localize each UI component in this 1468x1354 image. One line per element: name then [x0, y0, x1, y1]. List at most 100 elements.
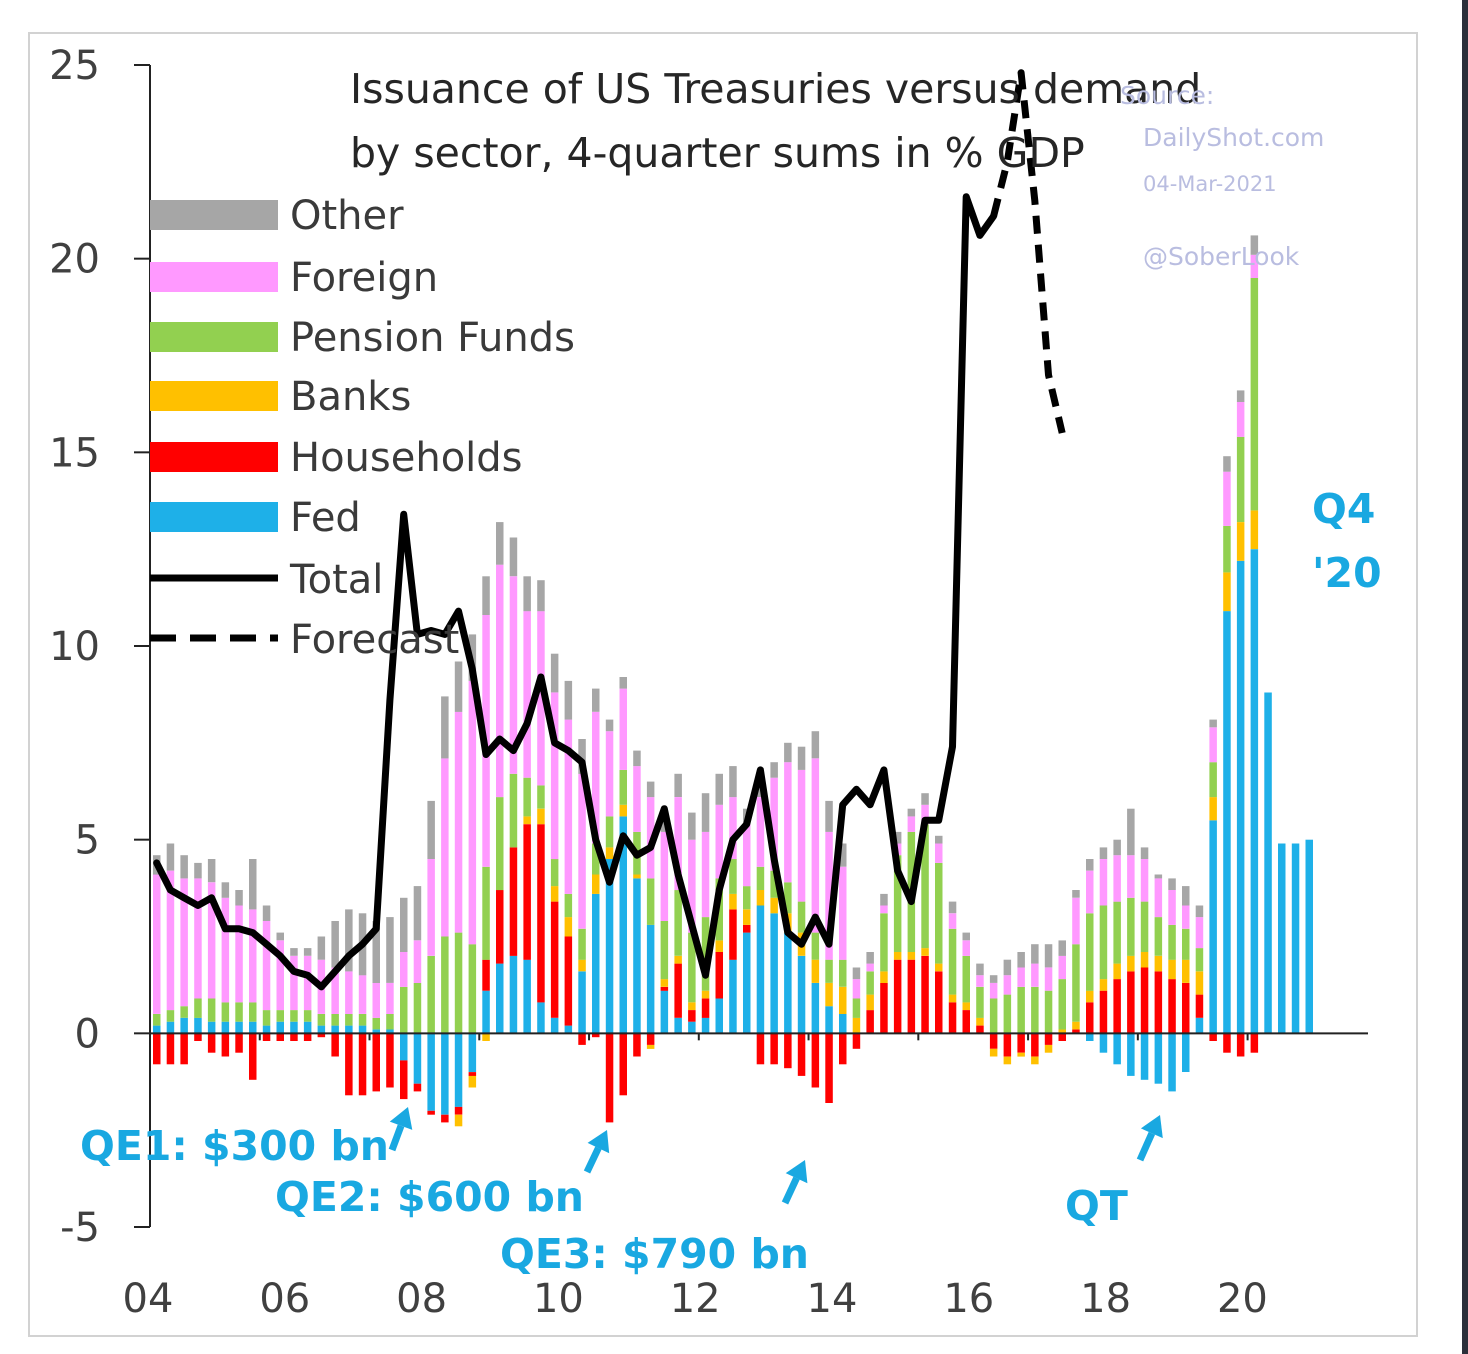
bar-other-29: [550, 653, 559, 693]
legend-label-pension-funds: Pension Funds: [290, 315, 575, 361]
bar-banks-58: [948, 994, 957, 1003]
bar-banks-62: [1003, 1056, 1012, 1065]
bar-banks-51: [852, 1017, 861, 1034]
bar-pension-funds-72: [1140, 901, 1149, 952]
bar-households-23: [468, 1072, 477, 1076]
bar-foreign-9: [276, 940, 284, 1011]
bar-fed-31: [578, 971, 586, 1034]
bar-pension-funds-30: [564, 893, 573, 918]
bar-households-3: [194, 1033, 202, 1041]
bar-foreign-44: [756, 797, 765, 867]
bar-foreign-61: [989, 983, 998, 999]
bar-foreign-32: [592, 711, 600, 844]
bar-fed-42: [729, 959, 737, 1034]
bar-households-66: [1058, 1033, 1066, 1041]
bar-pension-funds-57: [935, 862, 943, 964]
bar-pension-funds-38: [674, 890, 682, 956]
bar-pension-funds-8: [262, 1010, 271, 1026]
bar-fed-49: [825, 1006, 833, 1034]
bar-other-63: [1017, 952, 1025, 968]
bar-pension-funds-28: [537, 785, 545, 809]
bar-banks-39: [688, 1002, 696, 1010]
bar-foreign-55: [907, 816, 916, 832]
bar-households-22: [454, 1106, 463, 1115]
bar-foreign-71: [1127, 855, 1135, 898]
bar-fed-9: [276, 1021, 284, 1034]
bar-other-38: [674, 773, 682, 797]
bar-pension-funds-13: [331, 1014, 339, 1026]
bar-other-16: [372, 921, 380, 983]
bar-pension-funds-61: [989, 998, 998, 1034]
bar-fed-13: [331, 1025, 339, 1034]
bar-pension-funds-23: [468, 944, 477, 1034]
bar-fed-4: [207, 1021, 216, 1034]
bar-other-61: [989, 975, 998, 983]
bar-households-63: [1017, 1033, 1025, 1053]
bar-foreign-42: [729, 797, 737, 860]
bar-fed-3: [194, 1017, 202, 1034]
bar-households-31: [578, 1033, 586, 1045]
bar-pension-funds-68: [1086, 913, 1094, 991]
bar-banks-53: [880, 971, 888, 983]
bar-households-55: [907, 959, 916, 1034]
bar-pension-funds-66: [1058, 979, 1066, 1030]
bar-other-54: [893, 831, 902, 844]
bar-banks-68: [1086, 990, 1094, 1003]
bar-pension-funds-33: [605, 816, 614, 848]
bar-households-61: [989, 1033, 998, 1049]
bar-households-79: [1236, 1033, 1245, 1057]
bar-other-50: [839, 843, 847, 867]
bar-other-79: [1236, 390, 1245, 402]
bar-fed-29: [550, 1017, 559, 1034]
bar-other-11: [303, 948, 312, 956]
bar-fed-72: [1140, 1033, 1149, 1080]
bar-households-70: [1113, 979, 1121, 1034]
bar-households-28: [537, 824, 545, 1003]
bar-banks-59: [962, 1002, 970, 1010]
bar-foreign-57: [935, 843, 943, 863]
bar-banks-80: [1250, 510, 1259, 550]
annotation-qe1: QE1: $300 bn: [80, 1122, 389, 1170]
bar-fed-24: [482, 990, 490, 1034]
bar-fed-21: [441, 1033, 449, 1115]
bar-foreign-72: [1140, 859, 1149, 902]
bar-pension-funds-27: [523, 777, 531, 817]
bar-banks-30: [564, 917, 573, 937]
bar-other-80: [1250, 235, 1259, 255]
bar-other-30: [564, 680, 573, 720]
bar-households-29: [550, 901, 559, 1018]
bar-fed-79: [1236, 560, 1245, 1034]
bar-other-9: [276, 932, 284, 941]
bar-other-72: [1140, 847, 1149, 859]
bar-foreign-78: [1223, 471, 1231, 526]
bar-other-45: [770, 762, 778, 778]
bar-other-4: [207, 859, 216, 883]
x-tick-label: 16: [943, 1276, 994, 1322]
bar-pension-funds-36: [646, 878, 655, 925]
bar-foreign-18: [400, 952, 408, 987]
bar-other-34: [619, 677, 627, 689]
bar-other-40: [701, 793, 710, 832]
bar-households-65: [1044, 1033, 1053, 1045]
bar-banks-56: [921, 948, 929, 956]
bar-fed-32: [592, 893, 600, 1034]
bar-households-33: [605, 1033, 614, 1123]
bar-banks-37: [660, 979, 669, 987]
bar-foreign-68: [1086, 870, 1094, 914]
legend-label-foreign: Foreign: [290, 255, 438, 301]
bar-foreign-66: [1058, 955, 1066, 980]
arrow-qe3: [781, 1160, 808, 1205]
bar-other-57: [935, 835, 943, 844]
bar-foreign-14: [345, 971, 353, 1014]
bar-households-48: [811, 1033, 820, 1088]
bar-banks-55: [907, 952, 916, 960]
bar-pension-funds-62: [1003, 994, 1012, 1034]
bar-households-26: [509, 847, 518, 956]
arrow-qe1: [388, 1107, 413, 1152]
bar-banks-66: [1058, 1029, 1066, 1034]
bar-foreign-64: [1031, 963, 1039, 987]
bar-other-67: [1072, 890, 1080, 898]
bar-households-56: [921, 955, 929, 1034]
bar-banks-31: [578, 959, 586, 972]
bar-households-4: [207, 1033, 216, 1053]
